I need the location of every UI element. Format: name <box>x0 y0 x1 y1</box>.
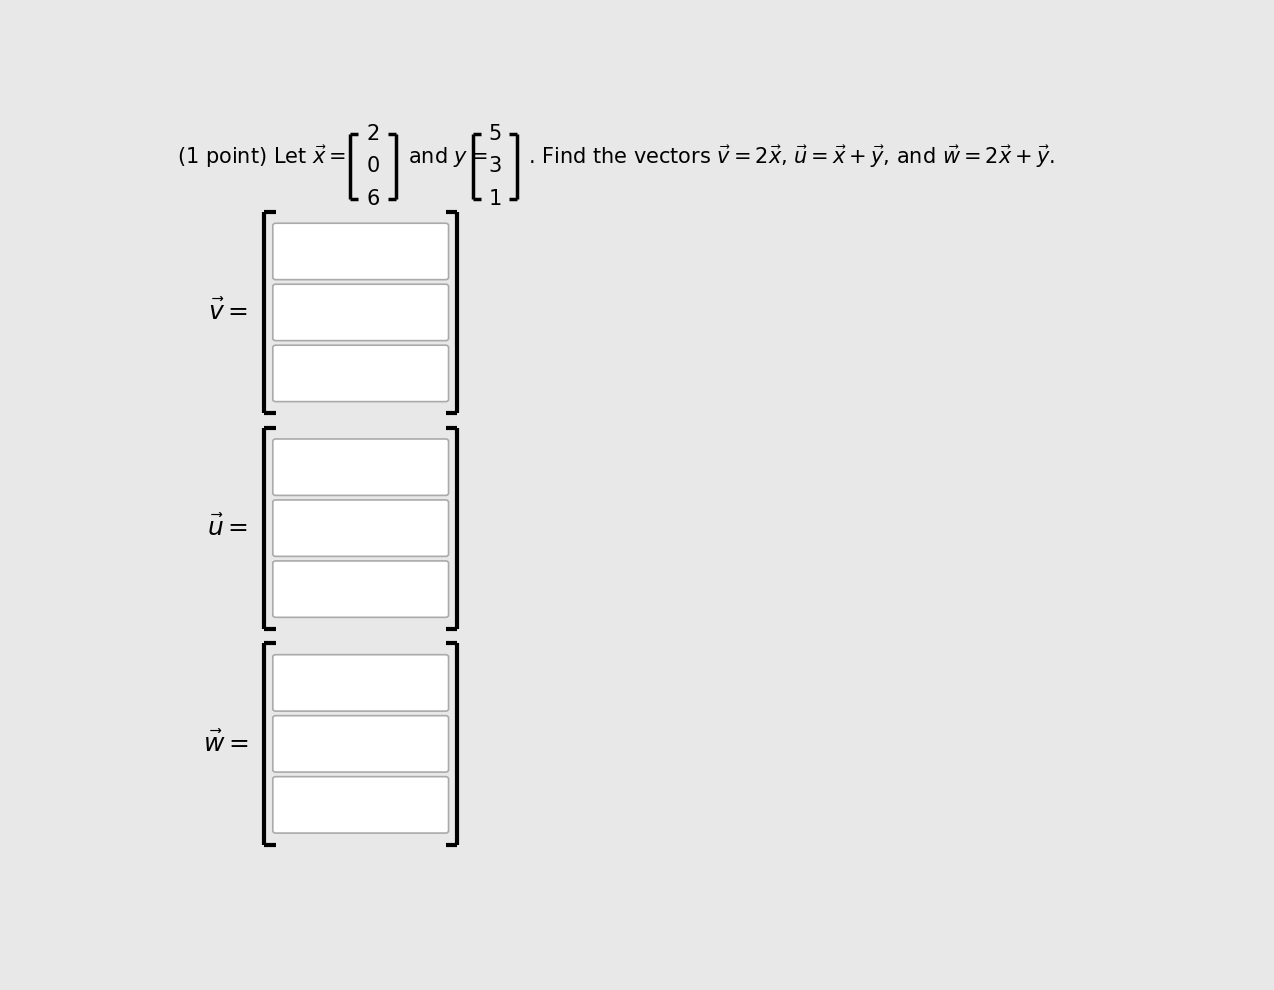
Text: 6: 6 <box>367 189 380 209</box>
Text: (1 point) Let $\vec{x}=$: (1 point) Let $\vec{x}=$ <box>177 144 347 170</box>
FancyBboxPatch shape <box>273 561 448 618</box>
FancyBboxPatch shape <box>273 223 448 279</box>
Text: 3: 3 <box>488 156 502 176</box>
Text: $\vec{u}=$: $\vec{u}=$ <box>208 515 248 542</box>
Text: $\vec{w}=$: $\vec{w}=$ <box>203 731 248 757</box>
FancyBboxPatch shape <box>273 500 448 556</box>
Text: . Find the vectors $\vec{v} = 2\vec{x}$, $\vec{u} = \vec{x} + \vec{y}$, and $\ve: . Find the vectors $\vec{v} = 2\vec{x}$,… <box>527 144 1055 170</box>
Text: $\vec{v}=$: $\vec{v}=$ <box>208 299 248 326</box>
FancyBboxPatch shape <box>273 654 448 711</box>
Text: 2: 2 <box>367 124 380 145</box>
FancyBboxPatch shape <box>273 777 448 833</box>
Text: and $y=$: and $y=$ <box>408 145 488 169</box>
FancyBboxPatch shape <box>273 439 448 495</box>
Text: 1: 1 <box>488 189 502 209</box>
FancyBboxPatch shape <box>273 346 448 402</box>
Text: 0: 0 <box>367 156 380 176</box>
Text: 5: 5 <box>488 124 502 145</box>
FancyBboxPatch shape <box>273 716 448 772</box>
FancyBboxPatch shape <box>273 284 448 341</box>
